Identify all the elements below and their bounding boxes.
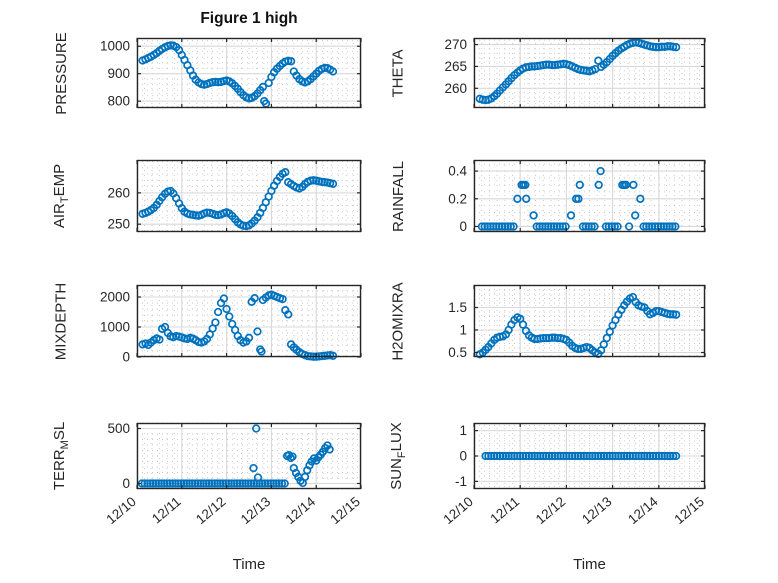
svg-text:270: 270: [444, 37, 467, 52]
svg-text:260: 260: [444, 81, 467, 96]
y-axis-label-air-temp: AIRTEMP: [51, 163, 72, 229]
svg-text:12/13: 12/13: [238, 494, 274, 527]
plot-area-sun-flux: -1 0 1 12/10 12/11 12/12 12/13 12/14 12/15: [440, 422, 707, 527]
svg-text:800: 800: [107, 94, 130, 109]
plot-area-terr-msl: 0 500 12/10 12/11 12/12 12/13 12/14 12/15: [103, 421, 363, 527]
y-axis-label-rainfall: RAINFALL: [389, 160, 407, 232]
svg-text:12/12: 12/12: [533, 494, 569, 527]
svg-text:12/10: 12/10: [103, 494, 139, 527]
subplot-pressure: PRESSURE 800 900 1000: [53, 32, 362, 114]
svg-text:0: 0: [122, 476, 130, 491]
svg-text:265: 265: [444, 59, 467, 74]
plot-area-pressure: 800 900 1000: [100, 37, 362, 109]
svg-text:250: 250: [107, 217, 130, 232]
y-axis-label-pressure: PRESSURE: [52, 31, 70, 115]
subplot-rainfall: RAINFALL 0 0.2 0.4: [390, 159, 706, 234]
y-axis-label-terr-msl: TERRMSL: [51, 421, 71, 491]
svg-text:12/12: 12/12: [193, 494, 229, 527]
subplot-h2omixra: H2OMIXRA 0.5 1 1.5: [390, 282, 706, 360]
svg-text:12/11: 12/11: [149, 494, 184, 527]
plot-area-theta: 260 265 270: [444, 37, 706, 109]
svg-text:12/14: 12/14: [283, 494, 319, 528]
svg-text:12/13: 12/13: [579, 494, 615, 527]
svg-text:1: 1: [459, 423, 467, 438]
y-axis-label-mixdepth: MIXDEPTH: [52, 282, 70, 360]
x-axis-title-right: Time: [573, 556, 606, 573]
svg-text:-1: -1: [455, 474, 467, 489]
svg-text:12/15: 12/15: [327, 494, 363, 527]
svg-text:12/15: 12/15: [671, 494, 707, 527]
svg-text:1000: 1000: [100, 320, 130, 335]
y-axis-label-theta: THETA: [389, 48, 407, 98]
subplot-sun-flux: SUNFLUX -1 0 1 12/10 12/11 12/12 12/13 12/14 12/…: [388, 422, 707, 527]
y-axis-label-sun-flux: SUNFLUX: [388, 422, 408, 490]
subplot-terr-msl: TERRMSL 0 500 12/10 12/11 12/12 12/13 12/14 12/…: [51, 421, 363, 527]
y-axis-label-h2omixra: H2OMIXRA: [389, 281, 407, 361]
svg-text:0: 0: [122, 350, 130, 365]
svg-text:1000: 1000: [100, 39, 130, 54]
plot-area-h2omixra: 0.5 1 1.5: [448, 284, 706, 360]
svg-text:12/11: 12/11: [487, 494, 522, 527]
svg-text:12/14: 12/14: [625, 494, 661, 528]
svg-text:260: 260: [107, 185, 130, 200]
svg-text:0.5: 0.5: [448, 345, 467, 360]
figure-title: Figure 1 high: [200, 10, 298, 27]
x-axis-title-left: Time: [232, 556, 266, 573]
svg-text:900: 900: [107, 66, 130, 81]
svg-text:1.5: 1.5: [448, 300, 467, 315]
svg-text:0.2: 0.2: [448, 191, 467, 206]
svg-text:500: 500: [107, 421, 130, 436]
svg-text:0: 0: [459, 449, 467, 464]
svg-text:0.4: 0.4: [448, 164, 467, 179]
svg-text:2000: 2000: [100, 290, 130, 305]
plot-area-rainfall: 0 0.2 0.4: [448, 159, 706, 234]
svg-text:12/10: 12/10: [440, 494, 476, 527]
svg-text:0: 0: [459, 219, 467, 234]
plot-area-air-temp: 250 260: [107, 159, 362, 233]
subplot-air-temp: AIRTEMP 250 260: [51, 159, 362, 233]
plot-area-mixdepth: 0 1000 2000: [100, 284, 362, 365]
svg-text:1: 1: [459, 323, 467, 338]
subplot-mixdepth: MIXDEPTH 0 1000 2000: [53, 282, 362, 365]
subplot-theta: THETA 260 265 270: [390, 37, 706, 109]
